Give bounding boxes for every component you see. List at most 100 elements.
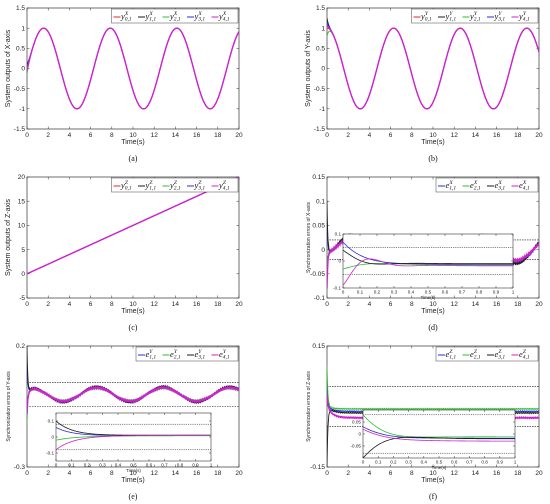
panel-b-x-tick-label: 10 <box>429 132 437 139</box>
panel-b-x-tick-label: 6 <box>389 132 393 139</box>
chart-panel-b: 0 2 4 6 8 10 12 14 16 18 20 -1.5 -1 -0.5 0 0.5 1 1.5 Time(… <box>305 5 543 163</box>
inset-e-series-group <box>56 420 211 451</box>
inset-f-x-tick-label: 0.5 <box>436 460 443 465</box>
inset-e-y-tick-label: 0 <box>51 435 54 440</box>
panel-a-series-group <box>27 27 239 110</box>
panel-d-x-tick-label: 8 <box>410 301 414 308</box>
panel-d-legend: e1,1X e2,1X e3,1X e4,1X <box>435 177 539 193</box>
panel-b-caption: (b) <box>428 154 438 163</box>
panel-e-x-axis-label: Time(s) <box>121 477 144 484</box>
legend-entry-label: y3,1X <box>194 11 206 23</box>
inset-f-x-tick-label: 0.2 <box>390 460 397 465</box>
legend-entry-label: y2,1X <box>169 11 181 23</box>
panel-f-x-tick-label: 4 <box>368 470 372 477</box>
panel-f-x-tick-label: 8 <box>410 470 414 477</box>
panel-c-x-tick-label: 4 <box>68 301 72 308</box>
panel-c-x-tick-label: 20 <box>235 301 243 308</box>
inset-f-x-tick-label: 0.3 <box>405 460 412 465</box>
inset-e-x-tick-label: 0 <box>55 463 58 468</box>
panel-b-x-tick-label: 14 <box>472 132 480 139</box>
panel-c-x-tick-label: 0 <box>25 301 29 308</box>
panel-a-y-tick-label: 1.5 <box>16 5 25 12</box>
inset-f-y-tick-label: 0 <box>358 432 361 437</box>
panel-e-y-tick-label: 0.2 <box>16 343 25 350</box>
panel-a-y-axis-label: System outputs of X-axis <box>5 29 12 107</box>
panel-c-legend: y0,1Z y1,1Z y2,1Z y3,1Z y4,1Z <box>111 177 239 193</box>
panel-d-x-tick-label: 12 <box>451 301 459 308</box>
inset-d-plot-frame <box>342 233 514 289</box>
panel-d-x-tick-label: 4 <box>368 301 372 308</box>
legend-entry-label: y1,1Y <box>445 11 457 23</box>
panel-f-x-tick-label: 18 <box>514 470 522 477</box>
legend-entry-label: e4,1Y <box>219 349 230 361</box>
panel-c-y-tick-label: -5 <box>19 295 25 302</box>
panel-a-x-tick-label: 16 <box>193 132 201 139</box>
inset-d-x-axis-label: Time(s) <box>421 295 436 300</box>
inset-e-x-tick-label: 0.3 <box>99 463 106 468</box>
legend-entry-label: e1,1X <box>446 180 457 192</box>
legend-box <box>435 177 539 193</box>
panel-d-x-tick-label: 16 <box>493 301 501 308</box>
panel-b-x-tick-label: 12 <box>451 132 459 139</box>
legend-box <box>411 8 539 24</box>
panel-a-x-tick-label: 20 <box>235 132 243 139</box>
panel-b-x-tick-label: 18 <box>514 132 522 139</box>
panel-b-legend: y0,1Y y1,1Y y2,1Y y3,1Y y4,1Y <box>411 8 539 24</box>
inset-d-x-tick-label: 0.3 <box>391 290 398 295</box>
inset-series-line-e3,1Z <box>363 436 515 458</box>
legend-entry-label: y4,1Y <box>518 11 530 23</box>
panel-c-y-tick-label: 20 <box>18 174 26 181</box>
panel-d-x-axis-label: Time(s) <box>421 308 444 315</box>
panel-e-x-tick-label: 18 <box>214 470 222 477</box>
inset-d-x-tick-label: 0.8 <box>476 290 483 295</box>
panel-f-x-tick-label: 10 <box>429 470 437 477</box>
legend-entry-label: e4,1X <box>519 180 530 192</box>
panel-e-x-tick-label: 10 <box>129 470 137 477</box>
panel-a-y-tick-label: 1 <box>21 25 25 32</box>
panel-f-x-tick-label: 16 <box>493 470 501 477</box>
panel-e-inset: 0 0.1 0.2 0.3 0.4 0.5 0.6 0.7 0.8 0.9 1 -0.1 0 0.1 Tim… <box>46 412 213 473</box>
legend-entry-label: y2,1Z <box>169 180 181 192</box>
panel-f-x-tick-label: 12 <box>451 470 459 477</box>
panel-c-y-tick-label: 10 <box>18 223 26 230</box>
legend-box <box>111 177 239 193</box>
series-line-e2,1Z <box>327 366 539 411</box>
panel-c-x-tick-label: 2 <box>46 301 50 308</box>
panel-c-y-tick-label: 5 <box>21 247 25 254</box>
panel-c-x-tick-label: 6 <box>89 301 93 308</box>
panel-c-caption: (c) <box>129 323 138 332</box>
panel-a-legend: y0,1X y1,1X y2,1X y3,1X y4,1X <box>111 8 239 24</box>
legend-entry-label: e1,1Y <box>146 349 157 361</box>
panel-c-x-tick-label: 16 <box>193 301 201 308</box>
legend-entry-label: e3,1X <box>495 180 506 192</box>
panel-f-caption: (f) <box>429 492 437 501</box>
legend-entry-label: e2,1Y <box>170 349 181 361</box>
series-line-y4,1X <box>27 27 239 110</box>
inset-e-x-tick-label: 0.7 <box>161 463 168 468</box>
panel-f-x-axis-label: Time(s) <box>421 477 444 484</box>
panel-d-x-tick-label: 6 <box>389 301 393 308</box>
inset-series-line-e4,1X <box>343 258 513 286</box>
panel-e-x-tick-label: 2 <box>46 470 50 477</box>
panel-b-y-tick-label: 1.5 <box>316 5 325 12</box>
panel-e-x-tick-label: 20 <box>235 470 243 477</box>
chart-panel-d: 0 2 4 6 8 10 12 14 16 18 20-0.1-0.0500.050.10.15Ti… <box>306 174 543 332</box>
inset-series-line-e4,1Z <box>363 428 515 442</box>
panel-f-y-tick-label: -0.15 <box>310 464 325 471</box>
panel-e-legend: e1,1Y e2,1Y e3,1Y e4,1Y <box>135 346 239 362</box>
legend-entry-label: y1,1Z <box>145 180 157 192</box>
panel-a-y-tick-label: 0.5 <box>16 46 25 53</box>
panel-d-x-tick-label: 14 <box>472 301 480 308</box>
panel-a-x-axis-label: Time(s) <box>121 139 144 146</box>
panel-d-x-tick-label: 2 <box>346 301 350 308</box>
inset-f-x-tick-label: 0.1 <box>375 460 382 465</box>
panel-a-x-tick-label: 0 <box>25 132 29 139</box>
inset-d-x-tick-label: 0.1 <box>357 290 364 295</box>
panel-d-y-tick-label: 0.05 <box>312 223 325 230</box>
panel-f-y-axis-label: Synchronization errors of Z-axis <box>306 371 312 442</box>
panel-c-x-tick-label: 18 <box>214 301 222 308</box>
panel-d-y-tick-label: -0.05 <box>310 271 325 278</box>
inset-f-series-group <box>363 414 515 458</box>
inset-d-x-tick-label: 0.7 <box>459 290 466 295</box>
